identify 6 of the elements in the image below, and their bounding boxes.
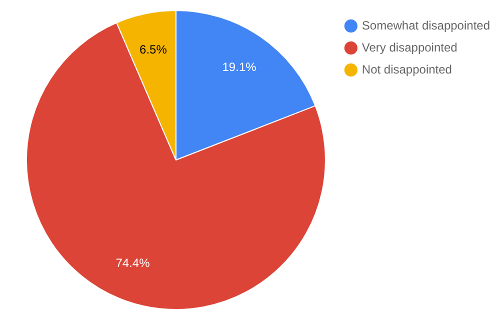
legend-label: Not disappointed (362, 62, 452, 76)
data-label: 74.4% (116, 256, 150, 270)
data-label: 19.1% (222, 60, 257, 74)
data-label: 6.5% (140, 42, 168, 57)
legend-label: Somewhat disappointed (362, 18, 490, 32)
legend-label: Very disappointed (362, 40, 458, 54)
